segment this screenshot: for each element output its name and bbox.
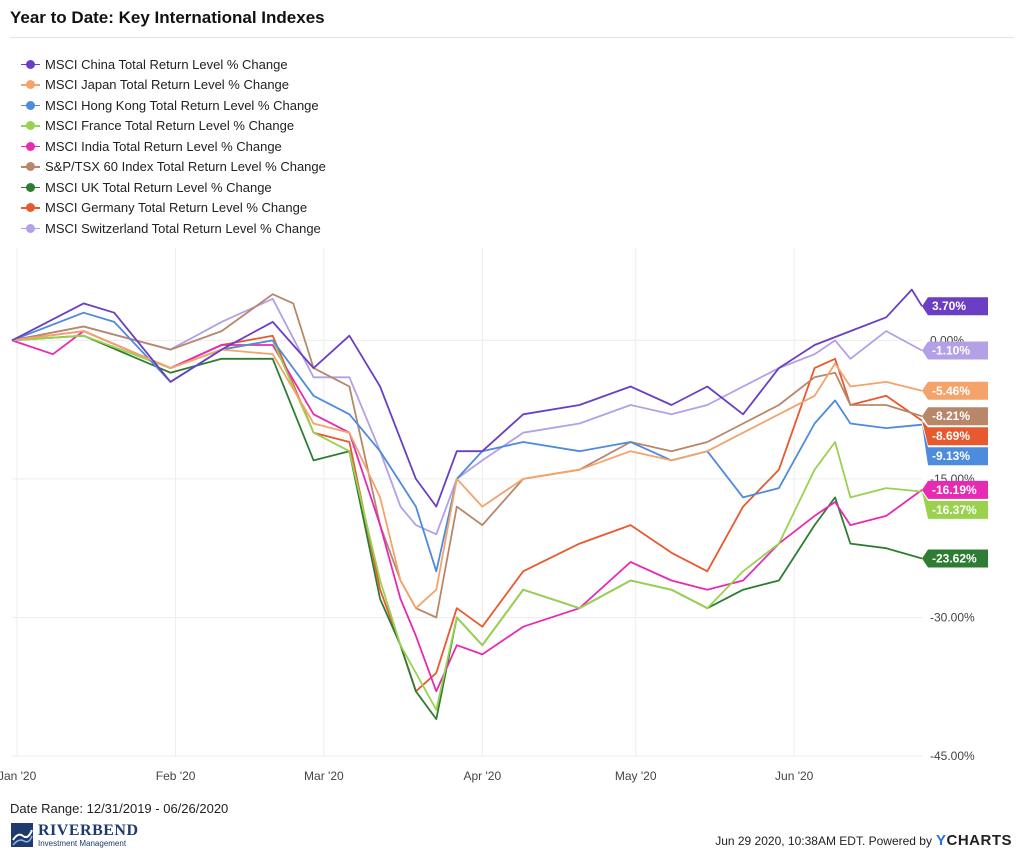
date-range: Date Range: 12/31/2019 - 06/26/2020 [10, 801, 229, 816]
legend-label: MSCI Japan Total Return Level % Change [45, 77, 290, 93]
end-label-box [922, 480, 988, 499]
ycharts-rest: CHARTS [946, 832, 1012, 849]
legend-item[interactable]: MSCI China Total Return Level % Change [21, 54, 326, 75]
legend-swatch [21, 203, 40, 213]
series-line [11, 334, 923, 711]
legend-label: MSCI Hong Kong Total Return Level % Chan… [45, 97, 319, 113]
end-label-box [922, 424, 988, 466]
legend-swatch [21, 121, 40, 131]
legend-swatch [21, 182, 40, 192]
end-label: -9.13% [932, 449, 970, 463]
footer-stamp-text: Jun 29 2020, 10:38AM EDT. Powered by [715, 833, 932, 848]
legend-label: MSCI China Total Return Level % Change [45, 56, 288, 72]
title-divider [10, 37, 1014, 38]
series-line [11, 288, 923, 508]
end-label: -16.19% [932, 483, 977, 497]
legend-item[interactable]: MSCI UK Total Return Level % Change [21, 177, 326, 198]
legend-swatch [21, 59, 40, 69]
end-label-box [922, 549, 988, 568]
legend-item[interactable]: MSCI India Total Return Level % Change [21, 136, 326, 157]
end-label-box [922, 381, 988, 400]
footer-stamp: Jun 29 2020, 10:38AM EDT. Powered by YCH… [715, 832, 1012, 849]
series-line [11, 330, 923, 693]
logo-main-text: RIVERBEND [38, 821, 139, 839]
end-label: -23.62% [932, 552, 977, 566]
chart-legend: MSCI China Total Return Level % Change MS… [21, 54, 326, 239]
legend-item[interactable]: S&P/TSX 60 Index Total Return Level % Ch… [21, 157, 326, 178]
series-line [11, 330, 923, 693]
riverbend-logo-icon [11, 823, 33, 847]
y-tick-label: -45.00% [930, 749, 975, 763]
series-line [11, 330, 923, 610]
legend-item[interactable]: MSCI Germany Total Return Level % Change [21, 198, 326, 219]
end-label-box [922, 341, 988, 360]
legend-label: MSCI Germany Total Return Level % Change [45, 200, 308, 216]
riverbend-logo: RIVERBEND Investment Management [10, 822, 139, 848]
logo-sub-text: Investment Management [38, 838, 127, 848]
x-tick-label: Jun '20 [775, 769, 814, 783]
ycharts-brand[interactable]: YCHARTS [936, 832, 1012, 849]
end-label-box [922, 420, 988, 446]
line-chart: 0.00%-15.00%-30.00%-45.00%Jan '20 Feb '20… [0, 248, 988, 783]
legend-label: MSCI UK Total Return Level % Change [45, 179, 272, 195]
x-tick-label: Mar '20 [304, 769, 344, 783]
chart-title: Year to Date: Key International Indexes [10, 8, 325, 27]
y-tick-label: -30.00% [930, 610, 975, 624]
x-tick-label: Apr '20 [464, 769, 502, 783]
x-tick-label: May '20 [615, 769, 657, 783]
legend-item[interactable]: MSCI Japan Total Return Level % Change [21, 75, 326, 96]
legend-item[interactable]: MSCI Switzerland Total Return Level % Ch… [21, 218, 326, 239]
legend-item[interactable]: MSCI Hong Kong Total Return Level % Chan… [21, 95, 326, 116]
legend-swatch [21, 223, 40, 233]
end-label: -5.46% [932, 384, 970, 398]
end-label: -16.37% [932, 503, 977, 517]
series-line [11, 297, 923, 536]
end-label: -1.10% [932, 344, 970, 358]
end-label-box [922, 491, 988, 519]
end-label: 3.70% [932, 299, 966, 313]
legend-label: MSCI Switzerland Total Return Level % Ch… [45, 220, 321, 236]
end-label-box [922, 407, 988, 426]
end-label: -8.69% [932, 429, 970, 443]
series-line [11, 311, 923, 573]
legend-label: MSCI India Total Return Level % Change [45, 138, 282, 154]
legend-label: S&P/TSX 60 Index Total Return Level % Ch… [45, 159, 326, 175]
series-line [11, 334, 923, 721]
end-label: -8.21% [932, 409, 970, 423]
series-line [11, 293, 923, 619]
ycharts-y: Y [935, 832, 947, 849]
legend-label: MSCI France Total Return Level % Change [45, 118, 295, 134]
legend-swatch [21, 141, 40, 151]
legend-swatch [21, 80, 40, 90]
legend-item[interactable]: MSCI France Total Return Level % Change [21, 116, 326, 137]
legend-swatch [21, 162, 40, 172]
x-tick-label: Jan '20 [0, 769, 37, 783]
end-label-box [922, 297, 988, 316]
legend-swatch [21, 100, 40, 110]
x-tick-label: Feb '20 [156, 769, 196, 783]
